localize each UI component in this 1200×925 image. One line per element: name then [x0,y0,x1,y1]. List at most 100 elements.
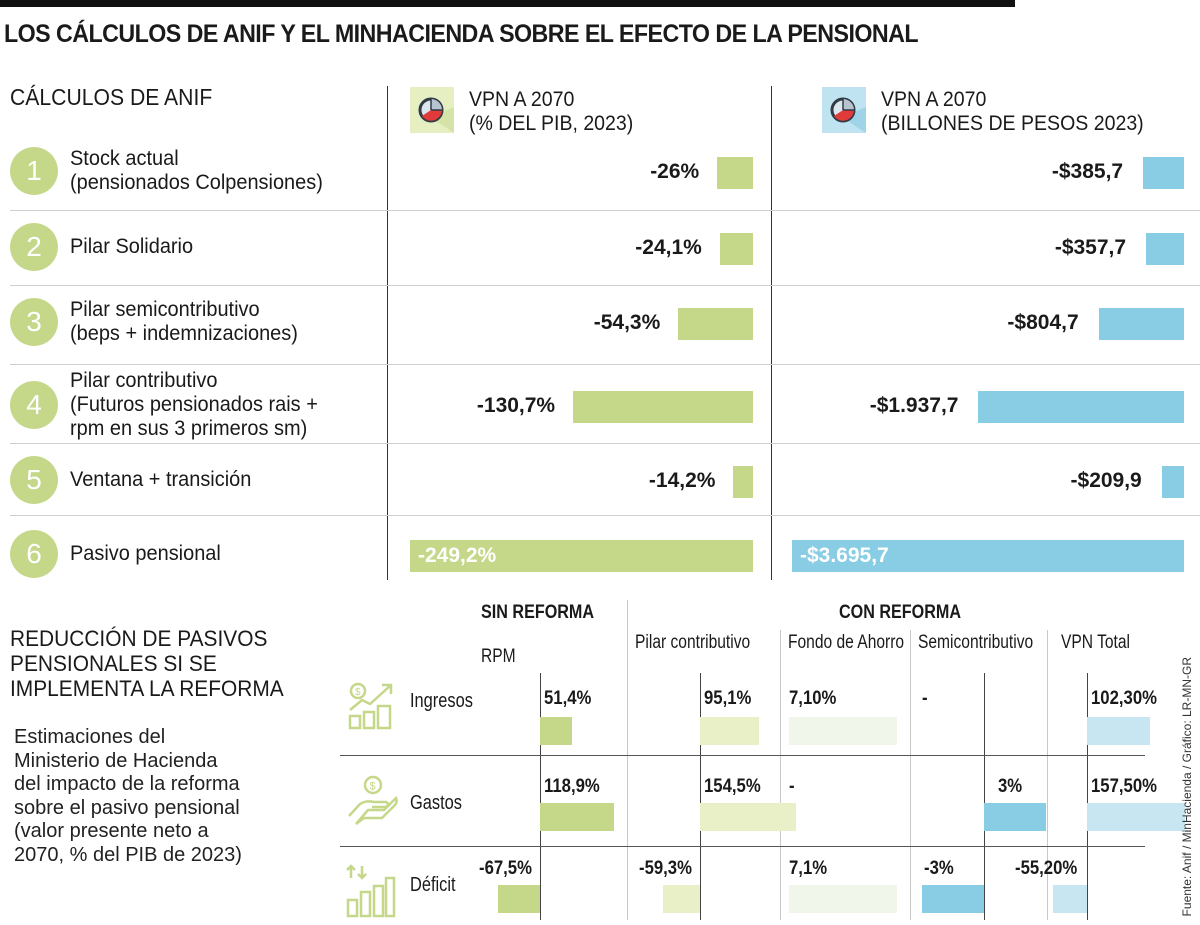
description-line: Ministerio de Hacienda [14,749,218,772]
row-separator [10,364,1200,365]
cop-value-label: -$209,9 [1070,469,1142,492]
row-number-badge: 2 [10,223,58,271]
description-line: (valor presente neto a [14,820,209,842]
zero-axis-semi [984,673,985,920]
row-separator [10,443,1200,444]
pct-value-label: -26% [650,160,700,183]
row-label-line: (beps + indemnizaciones) [70,322,298,345]
row-label: Pilar Solidario [70,235,193,259]
cell-bar-vpn-total [1087,803,1185,831]
description-line: del impacto de la reforma [14,773,240,795]
grid-line [627,600,628,920]
pct-bar [719,233,753,265]
pct-bar [678,308,753,340]
grid-line [910,630,911,920]
zero-axis-vpn [1087,673,1088,920]
row-label-ingresos: Ingresos [410,690,473,712]
row-label-line: Pilar semicontributivo [70,298,260,321]
cell-value-pilar-contributivo: 95,1% [704,688,752,709]
pct-value-label: -54,3% [593,311,661,334]
column-divider-left [387,86,388,580]
col-cop-header: VPN A 2070 (BILLONES DE PESOS 2023) [881,88,1144,136]
section2-title-line: IMPLEMENTA LA REFORMA [10,676,284,701]
col-cop-line1: VPN A 2070 [881,88,987,111]
cop-bar [1161,466,1184,498]
cell-value-fondo-ahorro: 7,10% [789,688,837,709]
row-label: Pasivo pensional [70,542,221,566]
row-label-line: Ventana + transición [70,468,252,491]
cell-value-rpm: 118,9% [544,776,600,797]
pct-bar [717,157,753,189]
cop-bar [1146,233,1184,265]
cell-value-vpn-total: -55,20% [1015,858,1078,879]
column-divider-right [771,86,772,580]
row-label-deficit: Déficit [410,874,456,896]
group-sin-reforma: SIN REFORMA [481,602,595,623]
row-label: Pilar semicontributivo (beps + indemnizac… [70,298,298,346]
row-label: Ventana + transición [70,468,251,492]
cop-value-label: -$804,7 [1007,311,1079,334]
cell-bar-semicontributivo [922,885,984,913]
source-credit: Fuente: Anif / MinHacienda / Gráfico: LR… [1180,656,1194,916]
income-growth-icon: $ [346,680,396,735]
description-line: 2070, % del PIB de 2023) [14,843,242,866]
cell-bar-rpm [498,885,540,913]
zero-axis-rpm [540,673,541,920]
row-label-line: Pilar Solidario [70,235,194,258]
table-row-separator [340,846,1145,847]
row-separator [10,285,1200,286]
row-label: Stock actual (pensionados Colpensiones) [70,147,323,195]
cell-value-pilar-contributivo: -59,3% [638,858,692,879]
cop-bar [1143,157,1184,189]
svg-text:$: $ [355,687,361,698]
group-con-reforma: CON REFORMA [839,602,962,623]
cell-value-vpn-total: 157,50% [1091,776,1158,797]
description-line: sobre el pasivo pensional [14,796,240,819]
pct-bar [733,466,753,498]
cell-value-vpn-total: 102,30% [1091,688,1158,709]
section2-title: REDUCCIÓN DE PASIVOS PENSIONALES SI SE I… [10,626,284,701]
cell-value-semicontributivo: 3% [998,776,1023,797]
col-vpn-total: VPN Total [1061,632,1130,653]
cell-value-fondo-ahorro: 7,1% [789,858,828,879]
row-separator [10,210,1200,211]
cell-bar-fondo-ahorro [789,885,897,913]
col-pilar-contributivo: Pilar contributivo [635,632,751,653]
row-label-line: Pilar contributivo [70,369,218,392]
grid-line [780,630,781,920]
row-number-badge: 3 [10,298,58,346]
deficit-bars-icon [346,864,396,925]
cop-bar [978,391,1184,423]
cell-bar-fondo-ahorro [789,717,897,745]
cop-bar [1098,308,1184,340]
top-rule [0,0,1015,7]
section2-title-line: PENSIONALES SI SE [10,651,217,676]
description-line: Estimaciones del [14,726,166,748]
pct-value-label: -14,2% [648,469,716,492]
pie-chart-icon [410,87,454,133]
cell-value-rpm: 51,4% [544,688,592,709]
cell-value-semicontributivo: - [922,688,928,709]
cell-bar-semicontributivo [984,803,1046,831]
cop-value-label: -$1.937,7 [869,394,959,417]
col-rpm: RPM [481,646,516,667]
row-label-line: Pasivo pensional [70,542,221,565]
col-pct-header: VPN A 2070 (% DEL PIB, 2023) [469,88,633,136]
cell-value-fondo-ahorro: - [789,776,795,797]
row-label-line: rpm en sus 3 primeros sm) [70,417,308,440]
section1-title: CÁLCULOS DE ANIF [10,84,213,110]
cell-value-pilar-contributivo: 154,5% [704,776,761,797]
cell-bar-rpm [540,803,614,831]
cell-bar-vpn-total [1087,717,1151,745]
row-number-badge: 4 [10,381,58,429]
hand-coin-icon: $ [346,774,398,833]
col-semicontributivo: Semicontributivo [918,632,1034,653]
col-fondo-ahorro: Fondo de Ahorro [788,632,905,653]
pct-bar: -249,2% [410,540,753,572]
table-row-separator [340,755,1145,756]
grid-line [1047,630,1048,920]
cell-bar-pilar-contributivo [663,885,700,913]
cop-value-label: -$385,7 [1051,160,1124,183]
pct-value-label: -24,1% [635,236,702,259]
cop-bar: -$3.695,7 [792,540,1184,572]
